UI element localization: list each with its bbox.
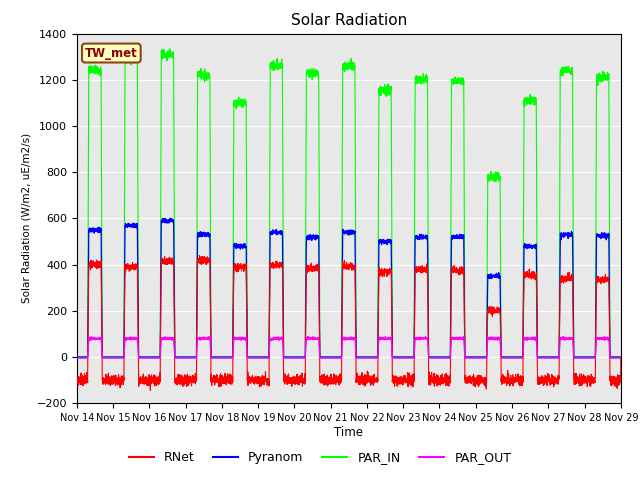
Legend: RNet, Pyranom, PAR_IN, PAR_OUT: RNet, Pyranom, PAR_IN, PAR_OUT	[124, 446, 516, 469]
Title: Solar Radiation: Solar Radiation	[291, 13, 407, 28]
Text: TW_met: TW_met	[85, 47, 138, 60]
X-axis label: Time: Time	[334, 426, 364, 439]
Y-axis label: Solar Radiation (W/m2, uE/m2/s): Solar Radiation (W/m2, uE/m2/s)	[21, 133, 31, 303]
